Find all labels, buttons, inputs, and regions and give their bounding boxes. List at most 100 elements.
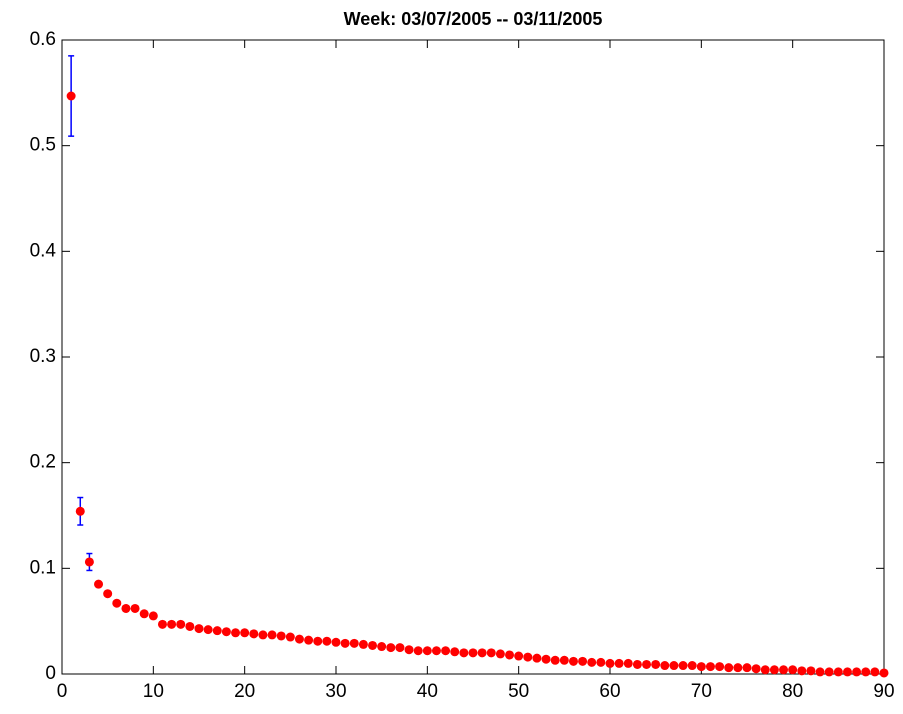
data-point — [304, 635, 314, 645]
data-point — [559, 655, 569, 665]
data-point — [276, 631, 286, 641]
y-tick-label: 0.6 — [30, 29, 56, 50]
x-tick-label: 60 — [599, 681, 620, 702]
data-point — [596, 657, 606, 667]
x-tick-label: 80 — [782, 681, 803, 702]
data-point — [742, 663, 752, 673]
data-point — [441, 646, 451, 656]
y-tick-label: 0.2 — [30, 452, 56, 473]
data-point — [815, 667, 825, 677]
data-point — [605, 658, 615, 668]
data-point — [751, 664, 761, 674]
data-point — [797, 666, 807, 676]
data-point — [514, 651, 524, 661]
data-point — [94, 579, 104, 589]
y-tick-label: 0.4 — [30, 240, 57, 261]
data-point — [203, 625, 213, 635]
data-point — [806, 666, 816, 676]
data-point — [642, 659, 652, 669]
data-point — [294, 634, 304, 644]
data-point — [231, 628, 241, 638]
y-tick-label: 0 — [45, 663, 56, 684]
data-point — [468, 648, 478, 658]
data-point — [431, 646, 441, 656]
data-point — [505, 650, 515, 660]
data-point — [377, 642, 387, 652]
data-point — [578, 656, 588, 666]
x-tick-label: 0 — [57, 681, 68, 702]
data-point — [103, 589, 113, 599]
data-point — [623, 658, 633, 668]
data-point — [176, 619, 186, 629]
x-tick-label: 20 — [234, 681, 255, 702]
data-point — [687, 661, 697, 671]
data-point — [669, 661, 679, 671]
data-point — [459, 648, 469, 658]
data-point — [705, 662, 715, 672]
data-point — [541, 654, 551, 664]
data-point — [715, 662, 725, 672]
data-point — [112, 598, 122, 608]
data-point — [824, 667, 834, 677]
data-point — [632, 659, 642, 669]
data-point — [167, 619, 177, 629]
data-point — [852, 667, 862, 677]
data-point — [861, 667, 871, 677]
data-point — [660, 661, 670, 671]
x-tick-label: 40 — [417, 681, 438, 702]
axes-box — [61, 39, 885, 675]
data-point — [486, 648, 496, 658]
data-point — [121, 603, 131, 613]
data-point — [413, 646, 423, 656]
data-point — [724, 663, 734, 673]
data-point — [349, 638, 359, 648]
data-point — [212, 626, 222, 636]
data-point — [331, 637, 341, 647]
data-point — [495, 649, 505, 659]
data-point — [532, 653, 542, 663]
data-point — [240, 628, 250, 638]
data-point — [66, 91, 76, 101]
data-point — [285, 632, 295, 642]
data-point — [568, 656, 578, 666]
x-tick-label: 30 — [325, 681, 346, 702]
data-point — [139, 609, 149, 619]
chart-title: Week: 03/07/2005 -- 03/11/2005 — [344, 9, 603, 29]
x-tick-label: 90 — [873, 681, 894, 702]
y-tick-label: 0.1 — [30, 557, 56, 578]
x-tick-label: 50 — [508, 681, 529, 702]
data-point — [358, 639, 368, 649]
data-point — [75, 506, 85, 516]
data-point — [313, 636, 323, 646]
data-point — [258, 630, 268, 640]
data-point — [733, 663, 743, 673]
data-point — [788, 665, 798, 675]
data-point — [404, 645, 414, 655]
x-tick-label: 10 — [143, 681, 164, 702]
data-point — [422, 646, 432, 656]
data-point — [651, 659, 661, 669]
data-point — [769, 665, 779, 675]
data-point — [550, 655, 560, 665]
data-point — [194, 624, 204, 634]
data-point — [322, 636, 332, 646]
y-tick-label: 0.3 — [30, 346, 56, 367]
data-point — [249, 629, 259, 639]
data-point — [879, 668, 889, 678]
data-point — [221, 627, 231, 637]
data-point — [696, 662, 706, 672]
data-point — [84, 557, 94, 567]
data-point — [587, 657, 597, 667]
data-point — [130, 603, 140, 613]
data-point — [340, 638, 350, 648]
data-point — [614, 658, 624, 668]
data-point — [760, 665, 770, 675]
data-point — [267, 630, 277, 640]
data-point — [678, 661, 688, 671]
data-point — [523, 652, 533, 662]
data-point — [477, 648, 487, 658]
data-point — [450, 647, 460, 657]
data-point — [386, 643, 396, 653]
